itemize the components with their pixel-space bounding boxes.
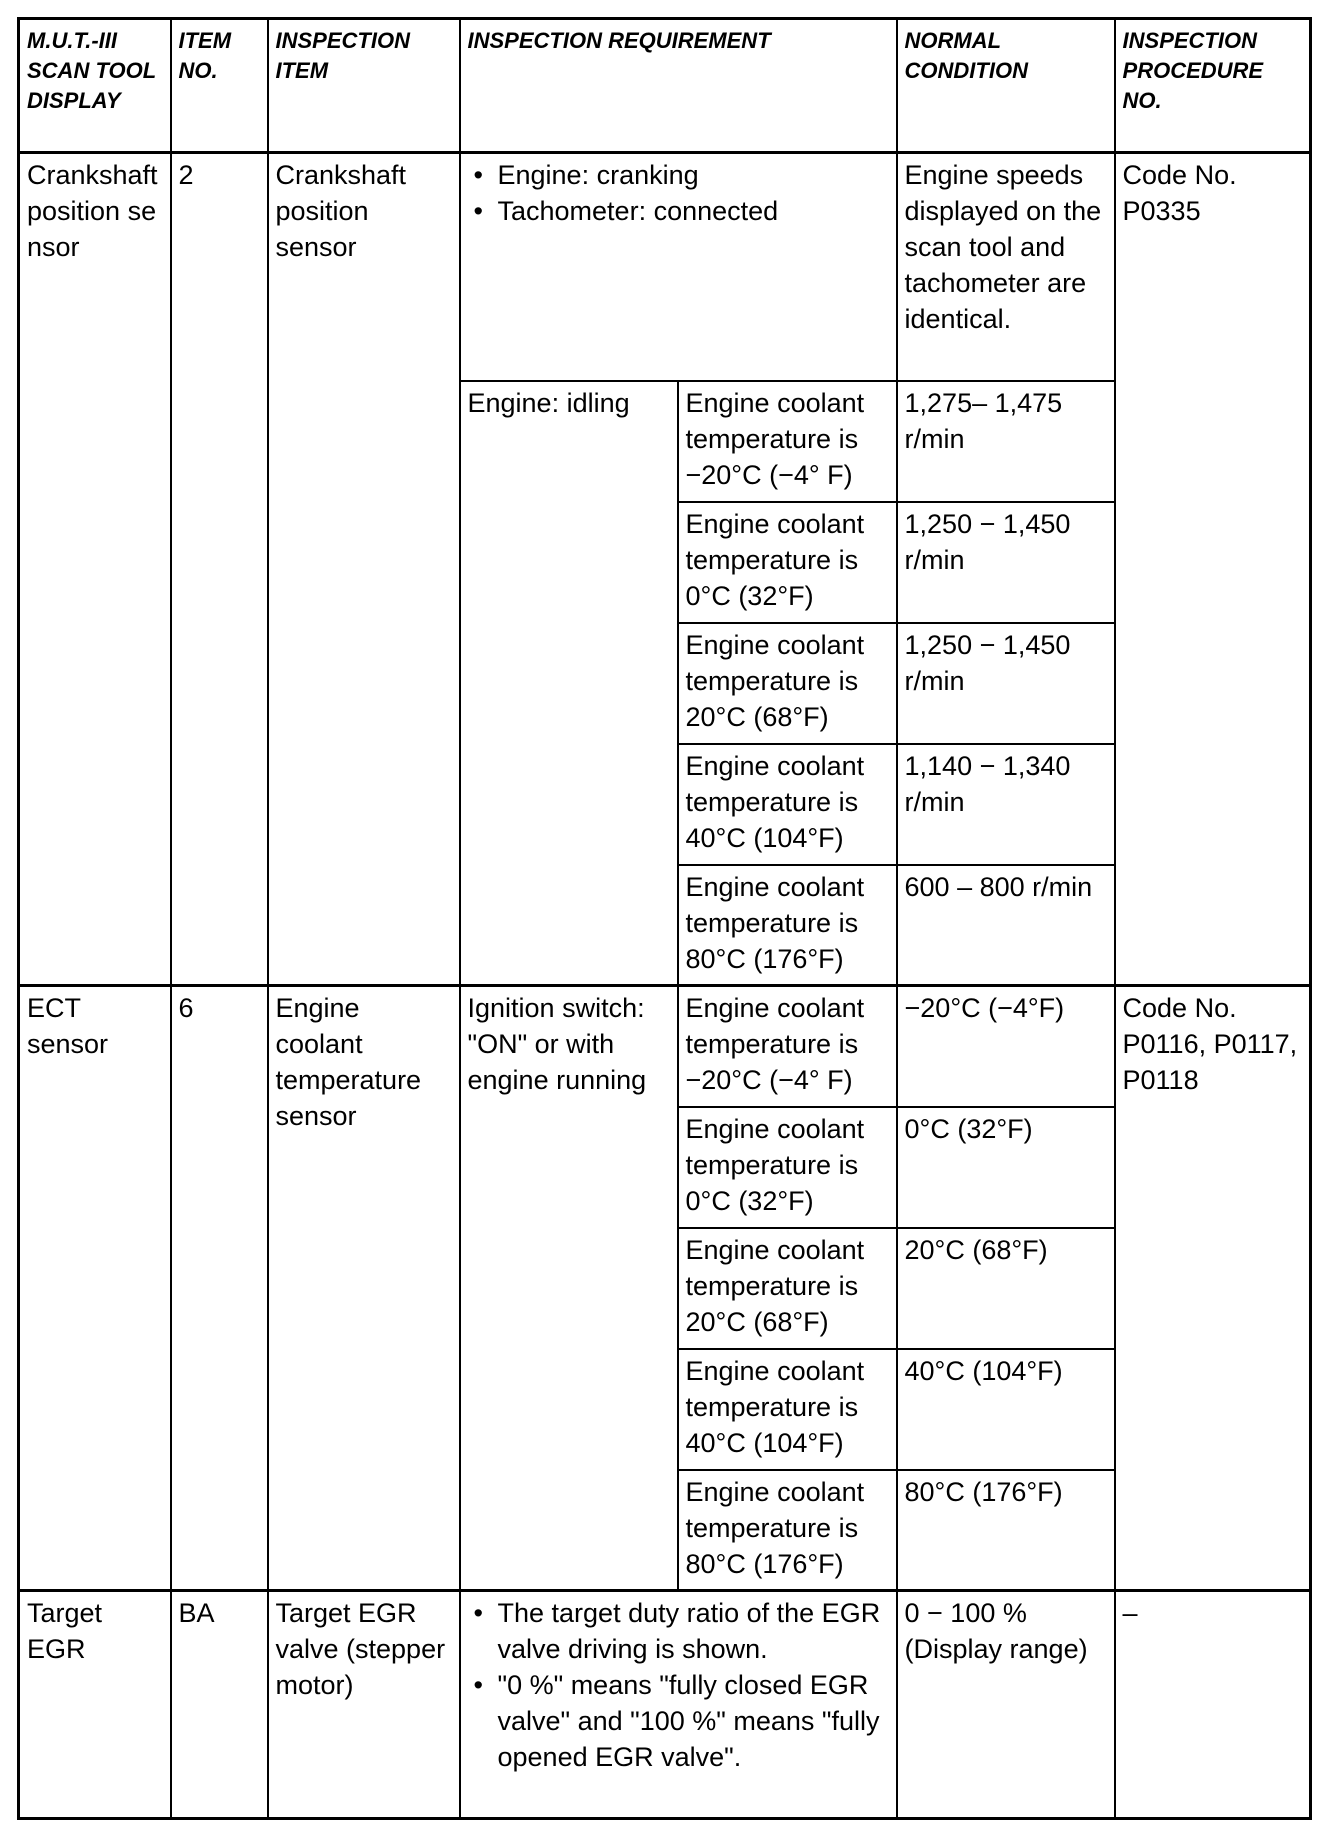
table-row: Target EGR BA Target EGR valve (stepper … [17,1589,1312,1820]
ect-temp-condition: Engine coolant temperature is 0°C (32°F) [676,1105,898,1229]
crank-temp-condition: Engine coolant temperature is 20°C (68°F… [676,621,898,745]
table-row: Engine coolant temperature is 20°C (68°F… [19,1226,1311,1350]
header-procedure-no: INSPECTION PROCEDURE NO. [1113,17,1312,154]
ect-temp-condition: Engine coolant temperature is 80°C (176°… [676,1468,898,1592]
table-row: Engine coolant temperature is 40°C (104°… [19,1347,1311,1471]
egr-display: Target EGR [17,1589,172,1820]
ect-display: ECT sensor [17,984,172,1592]
header-row: M.U.T.-III SCAN TOOL DISPLAY ITEM NO. IN… [17,17,1312,154]
header-normal-condition: NORMAL CONDITION [895,17,1116,154]
crank-normal-cranking: Engine speeds displayed on the scan tool… [895,151,1116,382]
egr-normal: 0 − 100 % (Display range) [895,1589,1116,1820]
crank-normal: 1,250 − 1,450 r/min [895,500,1116,624]
list-item: The target duty ratio of the EGR valve d… [473,1595,890,1667]
crank-temp-condition: Engine coolant temperature is 80°C (176°… [676,863,898,987]
table-row: Engine coolant temperature is 0°C (32°F)… [19,500,1311,624]
ect-normal: 20°C (68°F) [895,1226,1116,1350]
crank-temp-condition: Engine coolant temperature is 0°C (32°F) [676,500,898,624]
crank-idle-condition: Engine: idling [458,379,679,987]
table-row: Engine coolant temperature is 80°C (176°… [19,863,1311,987]
header-inspection-requirement: INSPECTION REQUIREMENT [458,17,898,154]
crank-normal: 1,140 − 1,340 r/min [895,742,1116,866]
crank-temp-condition: Engine coolant temperature is −20°C (−4°… [676,379,898,503]
ect-temp-condition: Engine coolant temperature is 20°C (68°F… [676,1226,898,1350]
ect-temp-condition: Engine coolant temperature is 40°C (104°… [676,1347,898,1471]
ect-procedure: Code No. P0116, P0117, P0118 [1113,984,1312,1592]
table-row: Engine coolant temperature is 80°C (176°… [19,1468,1311,1592]
crank-temp-condition: Engine coolant temperature is 40°C (104°… [676,742,898,866]
list-item: "0 %" means "fully closed EGR valve" and… [473,1667,890,1775]
crank-item: Crankshaft position sensor [266,151,461,987]
crank-normal: 600 – 800 r/min [895,863,1116,987]
ect-item-no: 6 [169,984,269,1592]
list-item: Engine: cranking [473,157,890,193]
crank-item-no: 2 [169,151,269,987]
table-row: ECT sensor 6 Engine coolant temperature … [17,984,1312,1592]
crank-requirement: Engine: cranking Tachometer: connected [458,151,898,382]
list-item: Tachometer: connected [473,193,890,229]
header-scan-tool-display: M.U.T.-III SCAN TOOL DISPLAY [17,17,172,154]
ect-temp-condition: Engine coolant temperature is −20°C (−4°… [676,984,898,1108]
ect-requirement: Ignition switch: "ON" or with engine run… [458,984,679,1592]
ect-item: Engine coolant temperature sensor [266,984,461,1592]
egr-item-no: BA [169,1589,269,1820]
crank-normal: 1,275– 1,475 r/min [895,379,1116,503]
inspection-table: M.U.T.-III SCAN TOOL DISPLAY ITEM NO. IN… [17,17,1313,1820]
crank-display: Crankshaft position sensor [17,151,172,987]
ect-normal: −20°C (−4°F) [895,984,1116,1108]
ect-normal: 80°C (176°F) [895,1468,1116,1592]
table-row: Engine coolant temperature is 20°C (68°F… [19,621,1311,745]
egr-procedure: – [1113,1589,1312,1820]
egr-item: Target EGR valve (stepper motor) [266,1589,461,1820]
egr-requirement: The target duty ratio of the EGR valve d… [458,1589,898,1820]
crank-normal: 1,250 − 1,450 r/min [895,621,1116,745]
ect-normal: 0°C (32°F) [895,1105,1116,1229]
table-row: Crankshaft position sensor 2 Crankshaft … [17,151,1312,987]
ect-normal: 40°C (104°F) [895,1347,1116,1471]
header-inspection-item: INSPECTION ITEM [266,17,461,154]
crank-procedure: Code No. P0335 [1113,151,1312,987]
table-row: Engine: idling Engine coolant temperatur… [19,379,1311,987]
table-row: Engine coolant temperature is 0°C (32°F)… [19,1105,1311,1229]
header-item-no: ITEM NO. [169,17,269,154]
table-row: Engine coolant temperature is 40°C (104°… [19,742,1311,866]
